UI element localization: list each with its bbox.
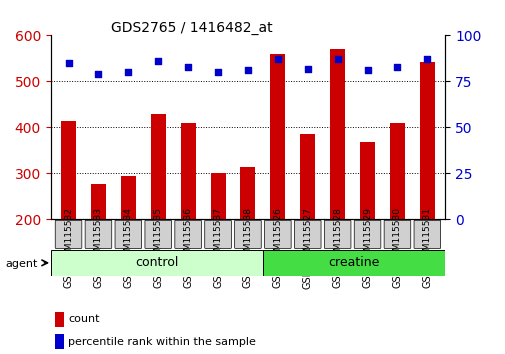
Text: GDS2765 / 1416482_at: GDS2765 / 1416482_at [111,21,273,35]
Text: GSM115526: GSM115526 [273,207,282,262]
Bar [240,166,255,219]
Point [94,71,103,77]
Point [154,58,162,64]
Point [243,68,251,73]
Point [273,57,281,62]
Text: agent: agent [5,259,37,269]
Bar [263,250,444,276]
Bar [55,312,64,327]
Text: GSM115538: GSM115538 [243,207,252,262]
Text: GSM115535: GSM115535 [154,207,163,262]
FancyBboxPatch shape [413,220,440,249]
Point [423,57,431,62]
Text: control: control [135,256,178,269]
Bar [360,142,374,219]
FancyBboxPatch shape [294,220,320,249]
Bar [210,173,225,219]
Text: percentile rank within the sample: percentile rank within the sample [68,337,256,347]
Point [64,60,72,66]
FancyBboxPatch shape [205,220,231,249]
Bar [270,54,285,219]
FancyBboxPatch shape [354,220,380,249]
Point [363,68,371,73]
Bar [180,123,195,219]
Text: GSM115537: GSM115537 [213,207,222,262]
Point [124,69,132,75]
Bar [50,250,263,276]
Text: GSM115530: GSM115530 [392,207,401,262]
Bar [150,114,166,219]
FancyBboxPatch shape [115,220,141,249]
Text: GSM115536: GSM115536 [183,207,192,262]
Bar [121,176,135,219]
Point [303,66,311,72]
Text: GSM115534: GSM115534 [124,207,133,262]
Bar [299,134,315,219]
Bar [91,184,106,219]
Point [392,64,400,69]
FancyBboxPatch shape [234,220,261,249]
FancyBboxPatch shape [324,220,350,249]
Point [184,64,192,69]
Bar [389,123,404,219]
Text: GSM115528: GSM115528 [332,207,341,262]
FancyBboxPatch shape [264,220,290,249]
Text: GSM115533: GSM115533 [94,207,103,262]
Text: creatine: creatine [328,256,379,269]
Text: GSM115529: GSM115529 [362,207,371,262]
FancyBboxPatch shape [55,220,82,249]
FancyBboxPatch shape [175,220,201,249]
FancyBboxPatch shape [383,220,410,249]
Bar [419,62,434,219]
FancyBboxPatch shape [144,220,171,249]
Bar [55,334,64,349]
Text: count: count [68,314,99,324]
Text: GSM115531: GSM115531 [422,207,431,262]
Text: GSM115532: GSM115532 [64,207,73,262]
Text: GSM115527: GSM115527 [302,207,312,262]
Point [333,57,341,62]
Bar [61,120,76,219]
Point [214,69,222,75]
Bar [330,49,344,219]
FancyBboxPatch shape [85,220,112,249]
